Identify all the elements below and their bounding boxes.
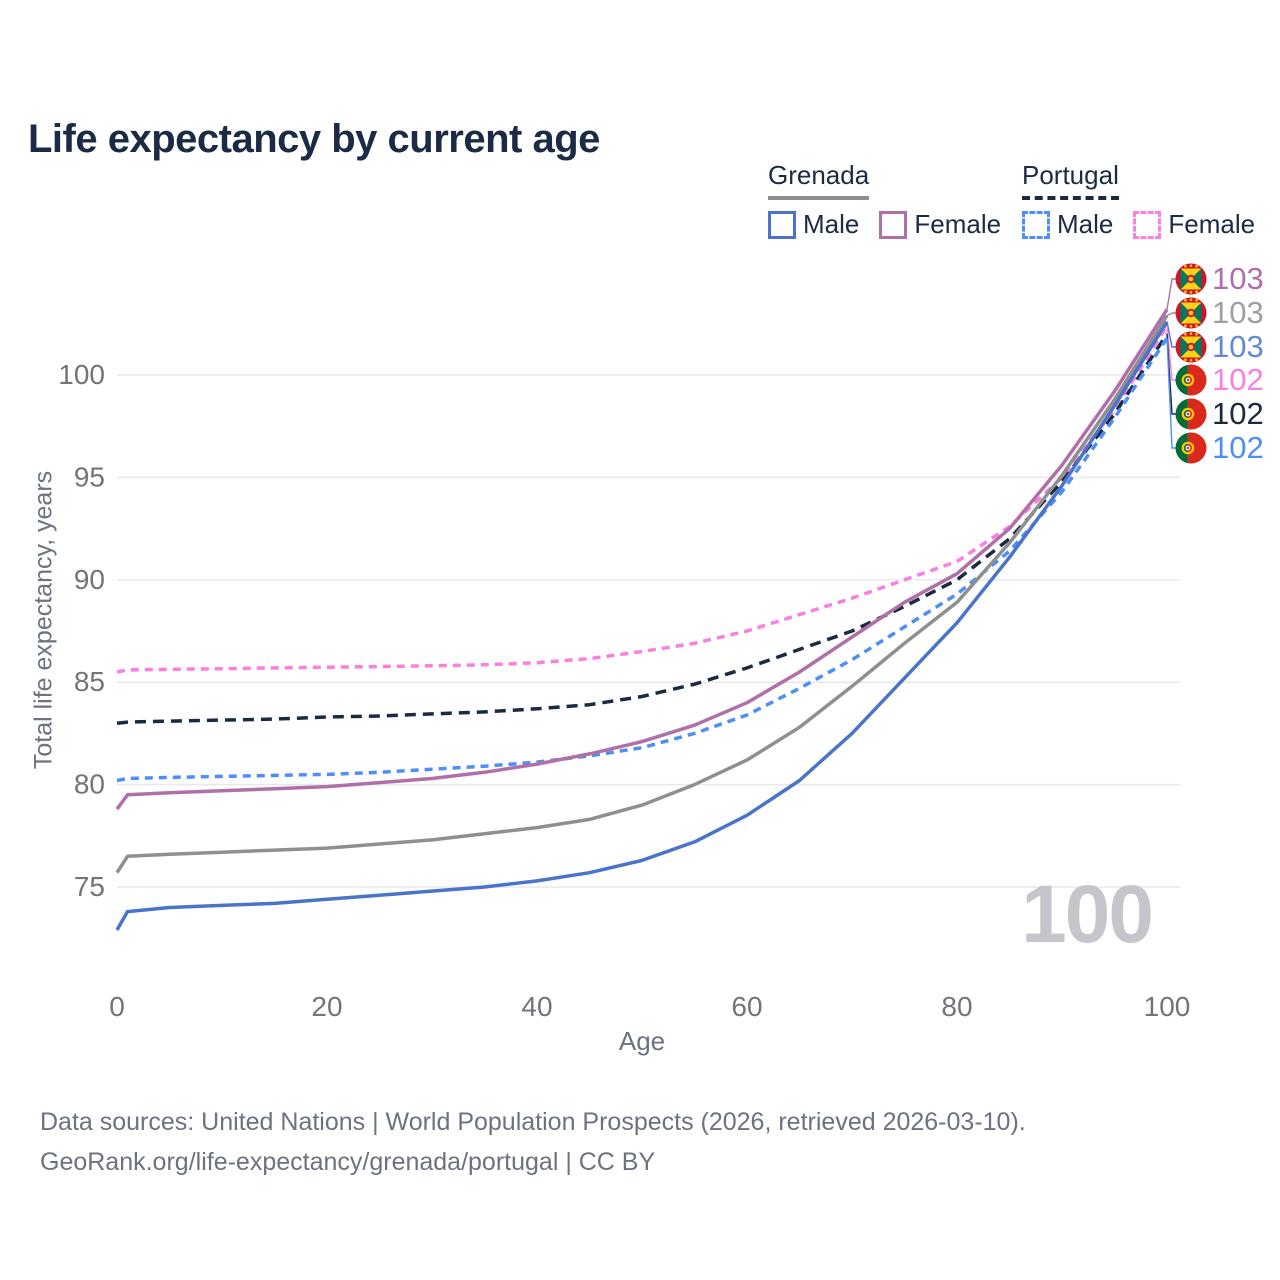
x-tick-0: 0 bbox=[109, 991, 125, 1022]
legend-item-label: Female bbox=[1168, 209, 1256, 239]
leader-portugal-male bbox=[1166, 338, 1176, 449]
x-tick-20: 20 bbox=[311, 991, 342, 1022]
y-tick-75: 75 bbox=[74, 871, 105, 902]
x-tick-40: 40 bbox=[521, 991, 552, 1022]
end-label-portugal-both: 102 bbox=[1212, 396, 1264, 431]
grenada-female-swatch-icon bbox=[879, 210, 908, 239]
line-portugal-female bbox=[116, 324, 1169, 674]
flag-grenada-icon bbox=[1175, 297, 1207, 329]
y-tick-90: 90 bbox=[74, 564, 105, 595]
y-tick-80: 80 bbox=[74, 769, 105, 800]
portugal-female-swatch-icon bbox=[1133, 210, 1162, 239]
legend-item-label: Male bbox=[1057, 209, 1114, 239]
leader-grenada-male bbox=[1166, 321, 1176, 348]
x-tick-80: 80 bbox=[941, 991, 972, 1022]
line-grenada-male bbox=[115, 320, 1169, 931]
end-label-portugal-female: 102 bbox=[1212, 362, 1264, 397]
legend-item-grenada-female[interactable]: Female bbox=[879, 209, 1001, 240]
legend-item-portugal-male[interactable]: Male bbox=[1022, 209, 1113, 240]
age-watermark: 100 bbox=[1021, 869, 1154, 960]
flag-portugal-icon bbox=[1175, 364, 1207, 396]
legend-item-label: Male bbox=[803, 209, 860, 239]
legend-item-label: Female bbox=[914, 209, 1002, 239]
end-label-portugal-male: 102 bbox=[1212, 430, 1264, 465]
flag-grenada-icon bbox=[1175, 331, 1207, 363]
leader-grenada-both bbox=[1166, 312, 1176, 317]
flag-portugal-icon bbox=[1175, 398, 1207, 430]
legend-group-grenada: Grenada Male Female bbox=[768, 160, 1001, 240]
y-tick-100: 100 bbox=[58, 359, 105, 390]
legend-header-grenada[interactable]: Grenada bbox=[768, 160, 870, 200]
line-grenada-female bbox=[115, 308, 1169, 811]
leader-grenada-female bbox=[1166, 278, 1176, 310]
y-axis-title: Total life expectancy, years bbox=[29, 470, 58, 770]
x-axis-title: Age bbox=[618, 1026, 666, 1056]
page-title: Life expectancy by current age bbox=[28, 116, 600, 161]
legend-item-grenada-male[interactable]: Male bbox=[768, 209, 859, 240]
end-label-grenada-both: 103 bbox=[1212, 295, 1264, 330]
x-tick-60: 60 bbox=[731, 991, 762, 1022]
portugal-male-swatch-icon bbox=[1022, 210, 1050, 239]
leader-portugal-female bbox=[1166, 325, 1176, 381]
y-tick-95: 95 bbox=[74, 461, 105, 492]
footer-data-sources: Data sources: United Nations | World Pop… bbox=[40, 1108, 1026, 1136]
end-label-grenada-male: 103 bbox=[1212, 329, 1264, 364]
grenada-male-swatch-icon bbox=[768, 210, 796, 239]
line-portugal-both bbox=[116, 333, 1169, 725]
legend-header-portugal[interactable]: Portugal bbox=[1022, 160, 1119, 200]
y-tick-85: 85 bbox=[74, 666, 105, 697]
line-grenada-both bbox=[115, 314, 1169, 874]
footer-attribution: GeoRank.org/life-expectancy/grenada/port… bbox=[40, 1148, 656, 1176]
legend-group-portugal: Portugal Male Female bbox=[1022, 160, 1255, 240]
x-tick-100: 100 bbox=[1144, 991, 1191, 1022]
flag-portugal-icon bbox=[1175, 432, 1207, 464]
flag-grenada-icon bbox=[1175, 263, 1207, 295]
end-label-grenada-female: 103 bbox=[1212, 261, 1264, 296]
legend-item-portugal-female[interactable]: Female bbox=[1133, 209, 1255, 240]
